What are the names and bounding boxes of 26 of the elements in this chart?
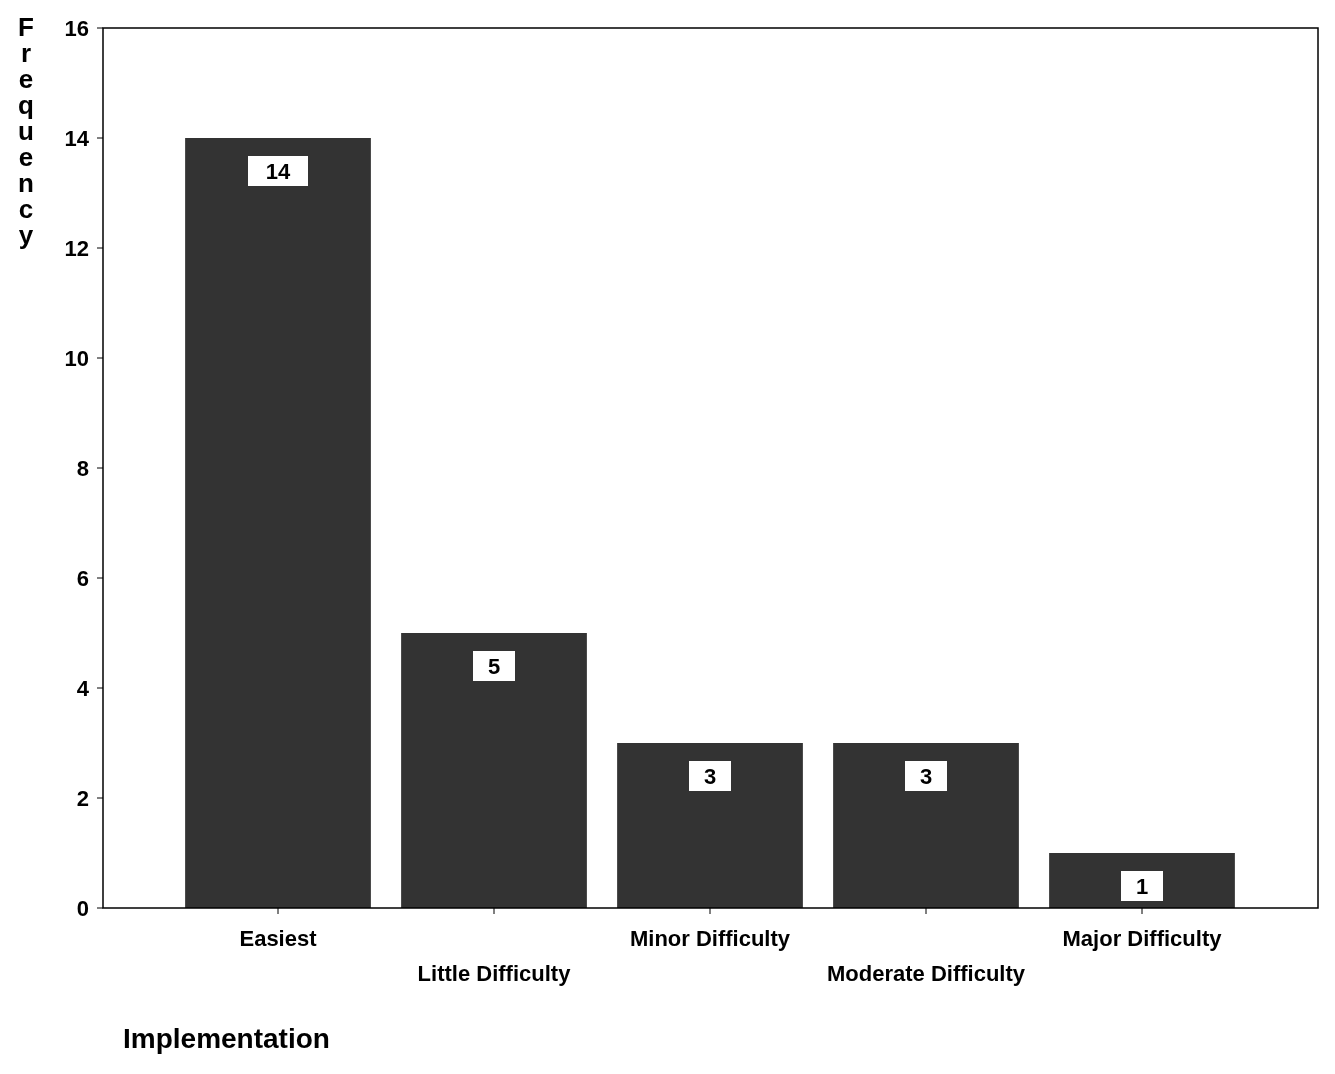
text: Frequency: [18, 12, 34, 250]
bar: [1049, 853, 1235, 908]
x-axis-title: Implementation: [123, 1023, 330, 1054]
data-label: 3: [703, 764, 717, 789]
y-tick-label: 4: [76, 676, 90, 701]
data-label: 14: [265, 159, 291, 184]
y-tick-label: 14: [64, 126, 90, 151]
y-tick-label: 2: [76, 786, 89, 811]
y-tick-label: 0: [76, 896, 89, 921]
x-tick-label: Major Difficulty: [1062, 926, 1223, 951]
x-tick-label: Moderate Difficulty: [826, 961, 1026, 986]
y-tick-label: 8: [76, 456, 89, 481]
y-tick-label: 6: [76, 566, 89, 591]
bar: [617, 743, 803, 908]
x-tick-label: Little Difficulty: [417, 961, 572, 986]
bar: [833, 743, 1019, 908]
bar: [401, 633, 587, 908]
y-tick-label: 16: [64, 16, 89, 41]
y-tick-label: 12: [64, 236, 89, 261]
data-label: 1: [1135, 874, 1149, 899]
data-label: 5: [487, 654, 501, 679]
x-tick-label: Minor Difficulty: [629, 926, 791, 951]
x-tick-label: Easiest: [239, 926, 318, 951]
bar: [185, 138, 371, 908]
data-label: 3: [919, 764, 933, 789]
y-tick-label: 10: [64, 346, 89, 371]
